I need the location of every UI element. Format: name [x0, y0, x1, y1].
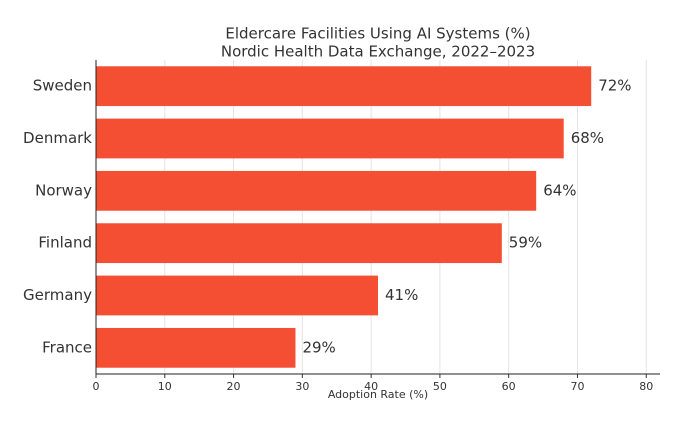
- bar: [96, 275, 378, 316]
- x-tick-label: 50: [433, 380, 447, 393]
- value-label: 59%: [509, 234, 542, 252]
- bar: [96, 170, 537, 211]
- y-tick-label: Denmark: [23, 129, 92, 147]
- chart-subtitle: Nordic Health Data Exchange, 2022–2023: [221, 43, 535, 61]
- x-axis-label: Adoption Rate (%): [328, 388, 428, 401]
- bar: [96, 66, 592, 107]
- value-label: 64%: [543, 181, 576, 199]
- y-tick-label: Sweden: [33, 77, 92, 95]
- chart-title: Eldercare Facilities Using AI Systems (%…: [225, 25, 530, 43]
- value-label: 68%: [571, 129, 604, 147]
- y-tick-label: France: [42, 338, 92, 356]
- value-label: 29%: [302, 338, 335, 356]
- x-tick-label: 0: [93, 380, 100, 393]
- y-tick-label: Finland: [38, 234, 92, 252]
- x-tick-label: 70: [570, 380, 584, 393]
- x-tick-label: 80: [639, 380, 653, 393]
- x-tick-label: 30: [295, 380, 309, 393]
- y-tick-label: Germany: [23, 286, 92, 304]
- x-tick-label: 20: [227, 380, 241, 393]
- bar: [96, 118, 564, 159]
- x-tick-label: 60: [502, 380, 516, 393]
- y-tick-label: Norway: [35, 181, 92, 199]
- bar: [96, 327, 296, 368]
- x-tick-label: 10: [158, 380, 172, 393]
- bar: [96, 223, 502, 264]
- x-tick-label: 40: [364, 380, 378, 393]
- value-label: 41%: [385, 286, 418, 304]
- value-label: 72%: [598, 77, 631, 95]
